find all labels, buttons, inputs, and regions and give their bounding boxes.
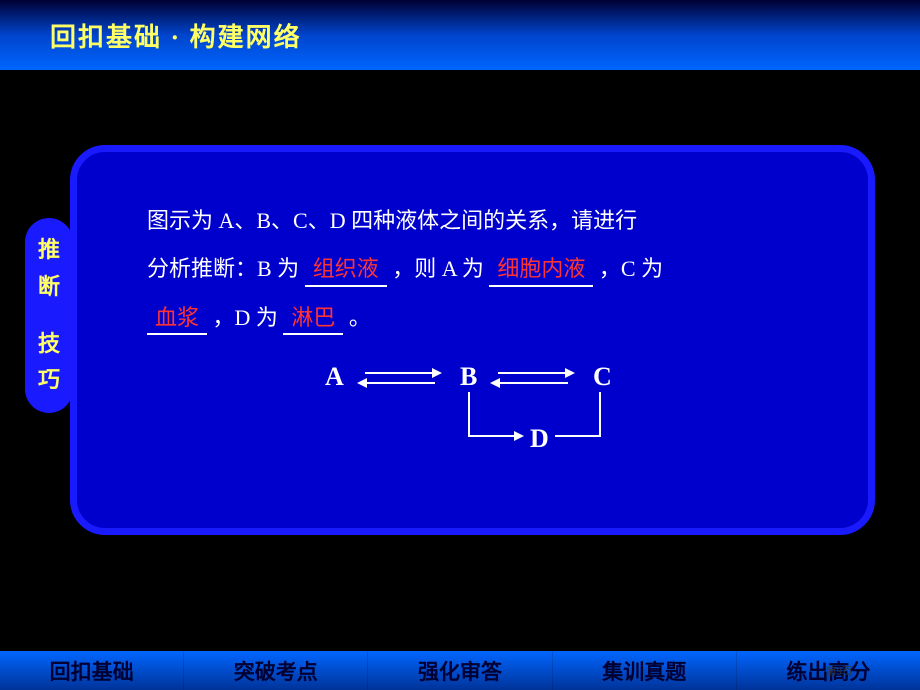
diagram-node-B: B [460,362,477,392]
footer-btn-strengthen[interactable]: 强化审答 [368,651,552,690]
question-text: 图示为 A、B、C、D 四种液体之间的关系，请进行 分析推断：B 为 组织液 ，… [147,197,813,342]
side-label-char: 推 [38,235,60,266]
footer-btn-breakthrough[interactable]: 突破考点 [184,651,368,690]
side-label-char: 技 [38,329,60,360]
answer-A: 细胞内液 [489,256,593,286]
side-label-char: 巧 [38,365,60,396]
side-label: 推 断 技 巧 [25,218,73,413]
mid-D: ，D 为 [213,305,278,330]
mid-C: ，C 为 [599,256,663,281]
page-number: 第9页 [826,663,854,679]
intro-line-1: 图示为 A、B、C、D 四种液体之间的关系，请进行 [147,208,637,233]
diagram-node-C: C [593,362,612,392]
diagram-node-A: A [325,362,344,392]
footer-nav: 回扣基础 突破考点 强化审答 集训真题 练出高分 [0,651,920,690]
arrow-D-C [555,392,607,442]
header-title: 回扣基础 · 构建网络 [50,17,302,54]
answer-B: 组织液 [305,256,387,286]
arrow-B-C [490,370,575,390]
arrow-B-D [468,392,518,442]
answer-C: 血浆 [147,305,207,335]
arrow-A-B [357,370,442,390]
side-label-char: 断 [38,272,60,303]
mid-A: ，则 A 为 [392,256,484,281]
header: 回扣基础 · 构建网络 [0,0,920,70]
main-box: 图示为 A、B、C、D 四种液体之间的关系，请进行 分析推断：B 为 组织液 ，… [70,145,875,535]
intro-line-2a: 分析推断：B 为 [147,256,299,281]
footer-btn-basics[interactable]: 回扣基础 [0,651,184,690]
answer-D: 淋巴 [283,305,343,335]
footer-btn-training[interactable]: 集训真题 [553,651,737,690]
relation-diagram: A B C D [325,362,635,462]
content-area: 推 断 技 巧 图示为 A、B、C、D 四种液体之间的关系，请进行 分析推断：B… [0,70,920,625]
diagram-node-D: D [530,424,549,454]
end: 。 [349,305,371,330]
